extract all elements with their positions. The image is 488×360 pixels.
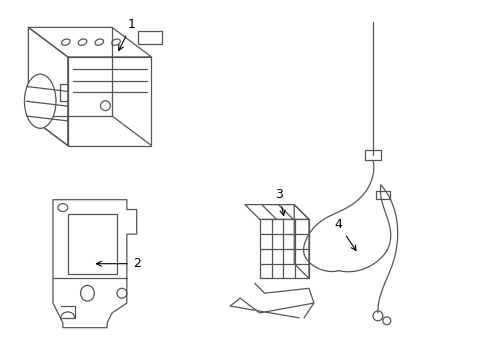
- Text: 4: 4: [334, 218, 355, 251]
- Text: 1: 1: [119, 18, 136, 50]
- Ellipse shape: [24, 74, 56, 128]
- Text: 3: 3: [275, 188, 285, 215]
- Text: 2: 2: [96, 257, 141, 270]
